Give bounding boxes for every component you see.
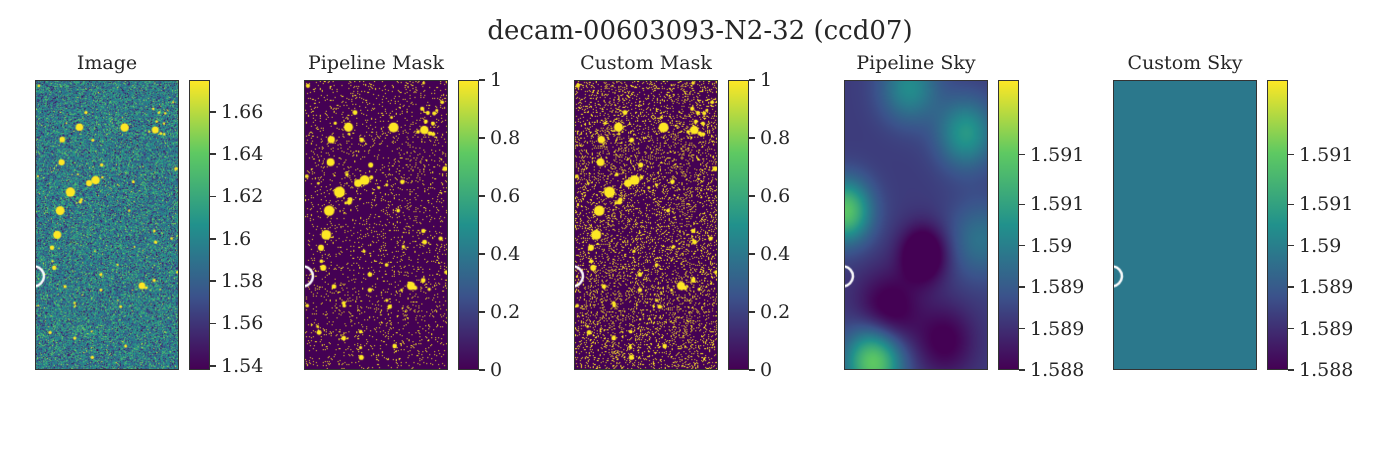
colorbar-tick — [210, 365, 216, 367]
colorbar-tick — [1288, 369, 1294, 371]
colorbar-tick-label: 1.589 — [1030, 276, 1085, 299]
colorbar-tick — [1288, 203, 1294, 206]
image-panel — [1113, 80, 1257, 370]
image-canvas — [36, 81, 178, 369]
colorbar — [998, 80, 1019, 370]
colorbar-tick — [210, 280, 216, 282]
panel-title: Pipeline Mask — [308, 52, 444, 74]
colorbar-tick-label: 1.591 — [1030, 193, 1085, 216]
colorbar-tick — [210, 153, 216, 155]
colorbar-tick — [1019, 203, 1025, 206]
colorbar-tick-label: 1.64 — [221, 143, 264, 166]
panel-title: Image — [76, 52, 138, 74]
colorbar-tick — [1288, 286, 1294, 288]
colorbar-tick-label: 0.4 — [760, 243, 791, 265]
colorbar-tick-label: 1.58 — [221, 270, 264, 293]
colorbar-tick — [1019, 153, 1025, 156]
colorbar-tick-label: 1 — [760, 69, 773, 91]
image-panel — [844, 80, 988, 370]
colorbar-tick-label: 1 — [490, 69, 503, 91]
colorbar-tick — [479, 137, 485, 139]
image-canvas — [845, 81, 987, 369]
colorbar — [728, 80, 749, 370]
colorbar-tick — [479, 253, 485, 255]
colorbar-tick — [479, 311, 485, 313]
colorbar-tick — [1019, 244, 1025, 247]
colorbar-tick — [210, 111, 216, 113]
colorbar-tick — [749, 79, 755, 81]
colorbar-tick-label: 1.591 — [1299, 193, 1354, 216]
colorbar-tick — [749, 253, 755, 255]
colorbar-tick-label: 0 — [490, 359, 503, 381]
image-panel — [574, 80, 718, 370]
colorbar-tick-label: 1.62 — [221, 185, 264, 208]
colorbar-tick — [749, 311, 755, 313]
colorbar-tick-label: 1.59 — [1299, 234, 1342, 257]
colorbar — [458, 80, 479, 370]
colorbar-tick-label: 1.66 — [221, 100, 264, 123]
colorbar-tick — [210, 322, 216, 325]
colorbar-tick — [1288, 153, 1294, 156]
colorbar-tick — [1019, 369, 1025, 371]
figure-title: decam-00603093-N2-32 (ccd07) — [487, 16, 913, 46]
panel-title: Custom Sky — [1127, 52, 1243, 74]
colorbar-tick — [1019, 286, 1025, 288]
image-canvas — [305, 81, 447, 369]
panel-title: Custom Mask — [580, 52, 712, 74]
colorbar-tick — [1288, 244, 1294, 247]
colorbar-tick — [479, 79, 485, 81]
colorbar-tick — [479, 369, 485, 371]
colorbar-tick-label: 1.54 — [221, 354, 264, 377]
colorbar-tick-label: 1.588 — [1299, 359, 1354, 381]
colorbar-tick — [210, 195, 216, 198]
colorbar-tick — [479, 195, 485, 197]
colorbar-tick-label: 1.589 — [1299, 317, 1354, 340]
image-canvas — [575, 81, 717, 369]
colorbar-tick-label: 0.2 — [760, 301, 791, 323]
colorbar-tick-label: 0.6 — [490, 185, 521, 207]
colorbar-tick-label: 0.8 — [490, 127, 521, 149]
colorbar-tick-label: 1.589 — [1030, 317, 1085, 340]
colorbar — [189, 80, 210, 370]
colorbar-tick-label: 1.6 — [221, 227, 252, 250]
colorbar-tick — [210, 238, 216, 240]
panel-title: Pipeline Sky — [856, 52, 976, 74]
image-canvas — [1114, 81, 1256, 369]
colorbar-tick-label: 0.2 — [490, 301, 521, 323]
colorbar-tick-label: 0 — [760, 359, 773, 381]
colorbar-tick-label: 1.59 — [1030, 234, 1073, 257]
colorbar-tick-label: 1.591 — [1030, 143, 1085, 166]
colorbar-tick-label: 1.56 — [221, 312, 264, 335]
colorbar-tick — [749, 369, 755, 371]
colorbar — [1267, 80, 1288, 370]
image-panel — [35, 80, 179, 370]
colorbar-tick-label: 1.589 — [1299, 276, 1354, 299]
colorbar-tick-label: 1.588 — [1030, 359, 1085, 381]
colorbar-tick — [1288, 327, 1294, 330]
colorbar-tick-label: 0.6 — [760, 185, 791, 207]
colorbar-tick-label: 0.4 — [490, 243, 521, 265]
colorbar-tick — [749, 137, 755, 139]
colorbar-tick-label: 0.8 — [760, 127, 791, 149]
colorbar-tick-label: 1.591 — [1299, 143, 1354, 166]
colorbar-tick — [1019, 327, 1025, 330]
colorbar-tick — [749, 195, 755, 197]
image-panel — [304, 80, 448, 370]
